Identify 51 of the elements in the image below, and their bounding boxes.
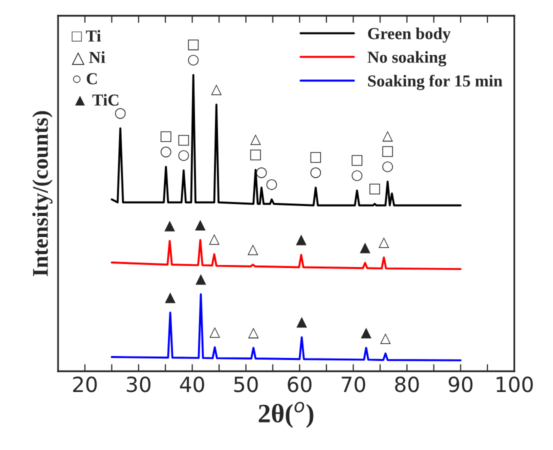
annotation: ○ bbox=[115, 108, 126, 119]
text: △ Ni bbox=[72, 51, 106, 65]
x-tick-label: 80 bbox=[395, 376, 419, 392]
annotation: □ bbox=[382, 146, 393, 157]
x-tick-label: 50 bbox=[234, 376, 258, 392]
annotation: ○ bbox=[188, 54, 199, 66]
annotation: □ bbox=[250, 150, 261, 160]
annotation: ▲ bbox=[360, 328, 372, 338]
y-axis-title: Intensity/(counts) bbox=[32, 111, 53, 276]
legend-label: Soaking for 15 min bbox=[368, 74, 502, 90]
annotation: ○ bbox=[310, 167, 321, 178]
x-tick-label: 60 bbox=[288, 376, 312, 392]
annotation: ○ bbox=[352, 170, 362, 182]
annotation: ○ C bbox=[73, 73, 97, 84]
annotation: △ bbox=[248, 328, 259, 338]
x-tick-label: 100 bbox=[496, 376, 533, 392]
annotation: △ bbox=[248, 244, 258, 256]
x-tick-label: 30 bbox=[126, 376, 150, 392]
annotation: △ bbox=[208, 234, 220, 245]
annotation: □ bbox=[352, 155, 362, 166]
annotation: □ bbox=[310, 152, 321, 163]
annotation: ▲ bbox=[360, 242, 370, 254]
annotation: □ bbox=[369, 184, 380, 194]
x-tick-label: 90 bbox=[448, 376, 472, 392]
annotation: ○ bbox=[266, 179, 277, 190]
annotation: ○ bbox=[160, 146, 172, 158]
annotation: ▲ TiC bbox=[75, 94, 118, 106]
annotation: □ bbox=[188, 40, 199, 50]
annotation: △ bbox=[250, 134, 261, 146]
annotation: ▲ bbox=[296, 234, 307, 246]
text: □ Ti bbox=[72, 30, 101, 42]
annotation: ▲ bbox=[164, 292, 176, 304]
annotation: ▲ bbox=[195, 220, 206, 230]
annotation: □ bbox=[178, 134, 189, 146]
x-axis-title: 2θ($^{o}$) bbox=[258, 402, 314, 428]
annotation: △ bbox=[211, 84, 222, 96]
x-tick-label: 70 bbox=[342, 376, 366, 392]
annotation: △ bbox=[378, 237, 390, 248]
x-tick-label: 40 bbox=[180, 376, 204, 392]
legend-label: Green body bbox=[368, 28, 451, 43]
annotation: □ bbox=[160, 131, 172, 142]
annotation: ▲ bbox=[296, 317, 308, 328]
annotation: △ bbox=[380, 333, 391, 344]
annotation: ○ bbox=[178, 150, 189, 161]
annotation: ○ bbox=[382, 161, 393, 172]
annotation: ▲ bbox=[196, 274, 206, 285]
annotation: ▲ bbox=[164, 220, 176, 232]
x-tick-label: 20 bbox=[73, 376, 97, 392]
legend-label: No soaking bbox=[368, 51, 446, 66]
annotation: △ bbox=[209, 327, 220, 338]
annotation: △ bbox=[382, 130, 393, 142]
